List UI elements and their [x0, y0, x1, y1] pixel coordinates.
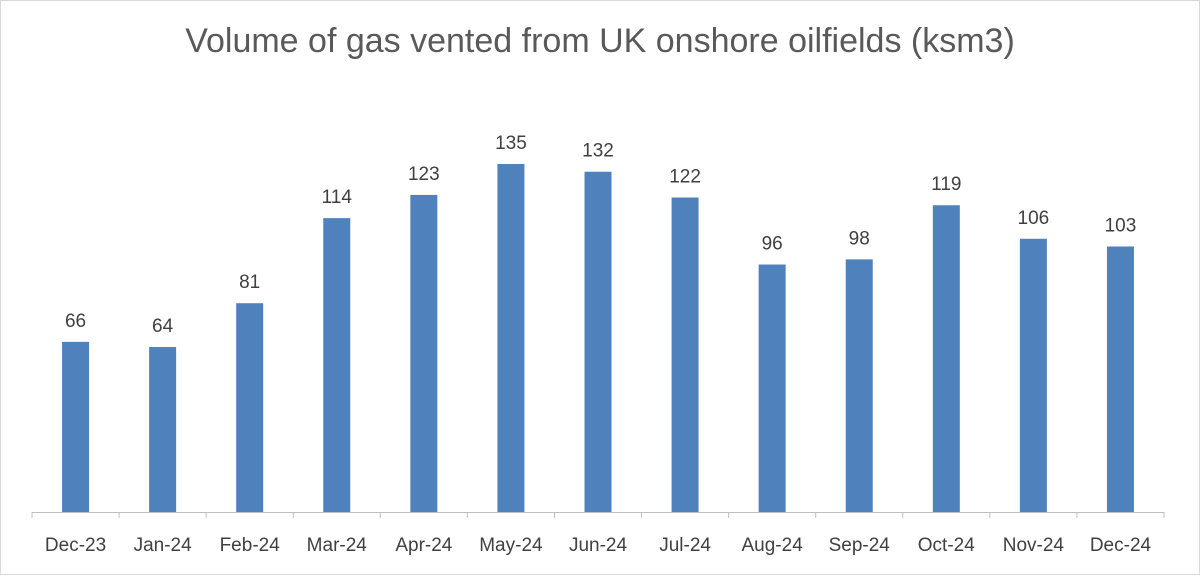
data-labels-group: 66 64 81 114 123 135 132 122 96 98 119 106 103 — [65, 133, 1136, 337]
bar-dec-23 — [62, 341, 90, 512]
x-tick-label-jul-24: Jul-24 — [659, 535, 711, 556]
bar-mar-24 — [323, 218, 351, 512]
x-tick-label-apr-24: Apr-24 — [395, 535, 452, 556]
data-label-may-24: 135 — [495, 133, 527, 154]
bar-nov-24 — [1019, 238, 1047, 512]
data-label-feb-24: 81 — [239, 272, 260, 293]
x-tick-label-mar-24: Mar-24 — [307, 535, 368, 556]
x-tick-label-oct-24: Oct-24 — [918, 535, 975, 556]
chart-title: Volume of gas vented from UK onshore oil… — [185, 22, 1015, 60]
bar-jan-24 — [149, 347, 177, 512]
data-label-dec-23: 66 — [65, 311, 86, 332]
data-label-jan-24: 64 — [152, 316, 174, 337]
x-tick-label-may-24: May-24 — [479, 535, 543, 556]
x-tick-label-aug-24: Aug-24 — [742, 535, 804, 556]
data-label-oct-24: 119 — [931, 174, 961, 195]
data-label-nov-24: 106 — [1018, 208, 1050, 229]
x-tick-label-sep-24: Sep-24 — [829, 535, 891, 556]
bar-aug-24 — [758, 264, 786, 512]
bar-dec-24 — [1106, 246, 1134, 513]
data-label-mar-24: 114 — [322, 187, 353, 208]
x-tick-label-jun-24: Jun-24 — [569, 535, 628, 556]
data-label-dec-24: 103 — [1105, 215, 1137, 236]
data-label-jul-24: 122 — [669, 167, 701, 188]
x-tick-label-dec-23: Dec-23 — [45, 535, 106, 556]
data-label-sep-24: 98 — [849, 228, 870, 249]
x-tick-label-dec-24: Dec-24 — [1090, 535, 1152, 556]
data-label-jun-24: 132 — [582, 141, 614, 162]
bars-group — [62, 164, 1134, 513]
x-tick-label-nov-24: Nov-24 — [1003, 535, 1065, 556]
bar-jul-24 — [671, 197, 699, 512]
bar-sep-24 — [845, 259, 873, 512]
bar-apr-24 — [410, 194, 438, 512]
bar-jun-24 — [584, 171, 612, 513]
data-label-aug-24: 96 — [762, 234, 783, 255]
bar-feb-24 — [236, 303, 264, 512]
bar-oct-24 — [932, 205, 960, 513]
x-axis — [31, 512, 1165, 518]
x-tick-label-jan-24: Jan-24 — [134, 535, 193, 556]
x-tick-labels-group: Dec-23 Jan-24 Feb-24 Mar-24 Apr-24 May-24 Jun-… — [45, 535, 1152, 556]
bar-may-24 — [497, 164, 525, 512]
data-label-apr-24: 123 — [408, 164, 440, 185]
x-tick-label-feb-24: Feb-24 — [220, 535, 281, 556]
